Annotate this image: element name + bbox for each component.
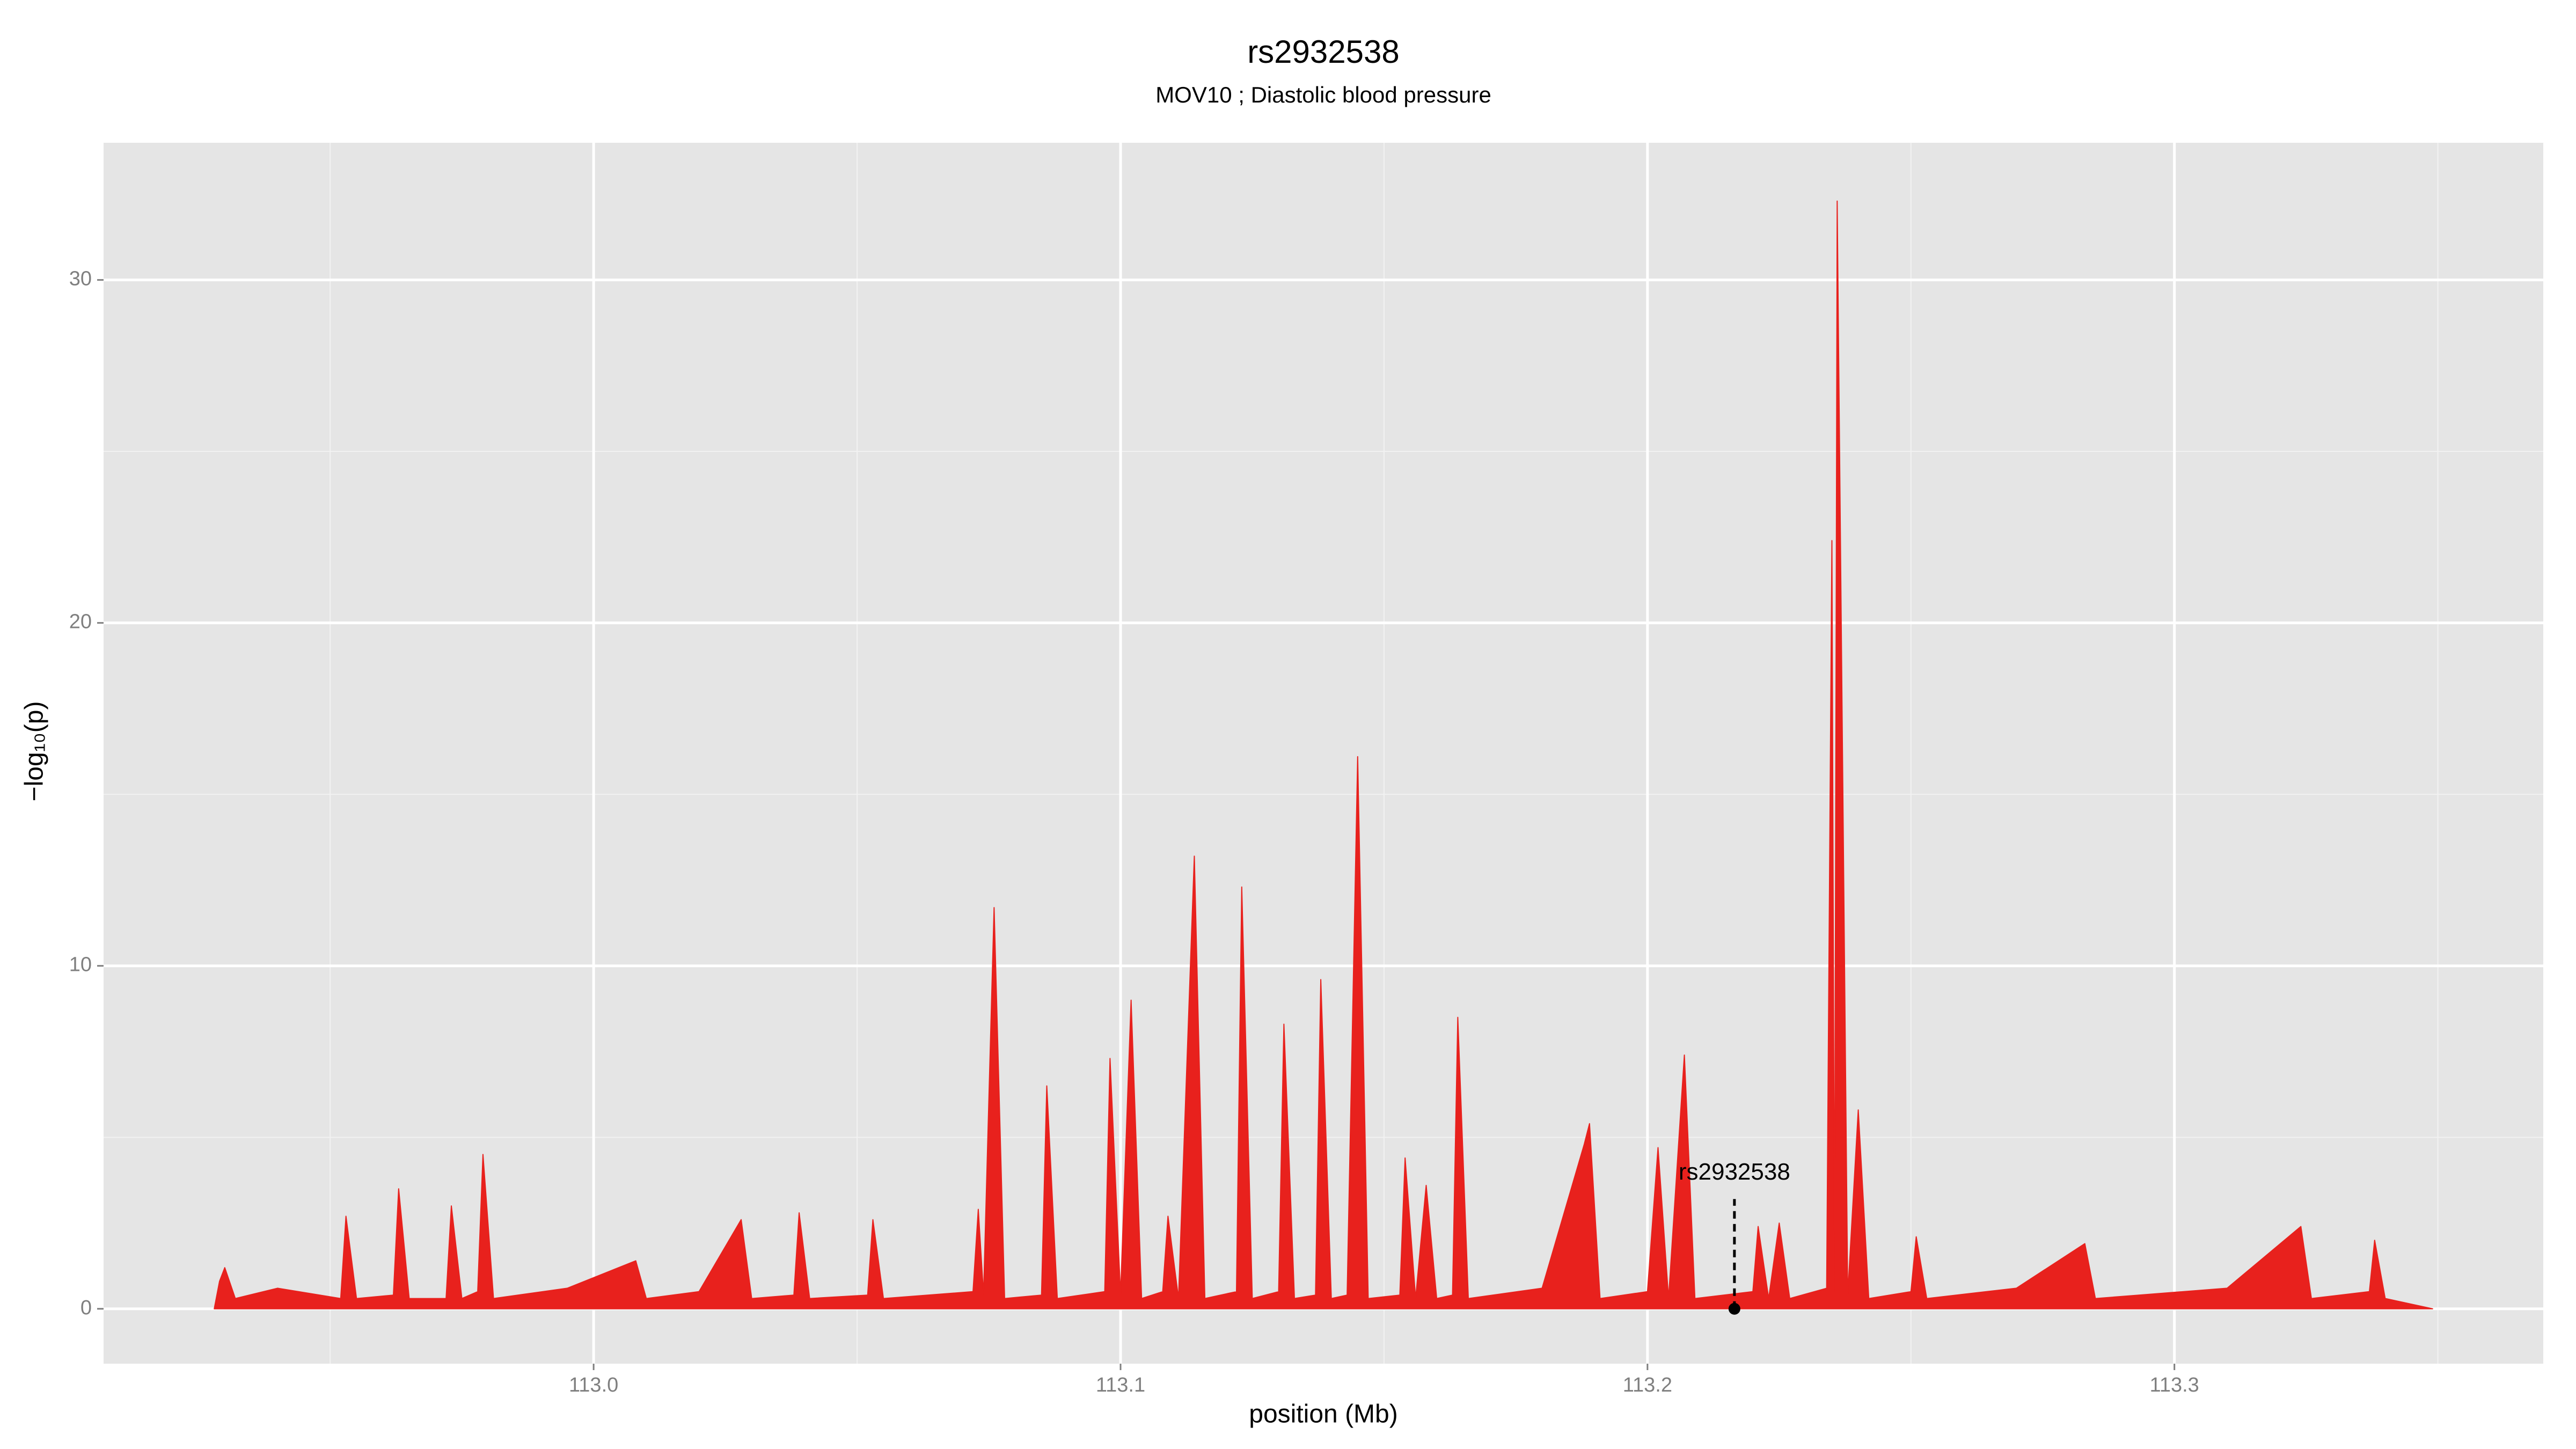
x-tick-label: 113.2 bbox=[1623, 1374, 1672, 1396]
chart-title: rs2932538 bbox=[1247, 34, 1400, 70]
y-tick-label: 20 bbox=[69, 611, 92, 633]
x-axis-label: position (Mb) bbox=[1249, 1400, 1397, 1429]
y-axis-label: −log₁₀(p) bbox=[20, 701, 49, 802]
chart-subtitle: MOV10 ; Diastolic blood pressure bbox=[1155, 82, 1491, 107]
x-tick-label: 113.1 bbox=[1096, 1374, 1145, 1396]
y-tick-label: 10 bbox=[69, 954, 92, 976]
annotation-point bbox=[1728, 1302, 1740, 1315]
marks: rs2932538 bbox=[214, 200, 2433, 1315]
y-tick-label: 0 bbox=[80, 1297, 92, 1319]
y-tick-label: 30 bbox=[69, 268, 92, 290]
grid bbox=[104, 143, 2543, 1364]
area bbox=[214, 200, 2433, 1309]
x-tick-label: 113.3 bbox=[2150, 1374, 2199, 1396]
x-tick-label: 113.0 bbox=[569, 1374, 618, 1396]
annotation-label: rs2932538 bbox=[1679, 1159, 1790, 1185]
